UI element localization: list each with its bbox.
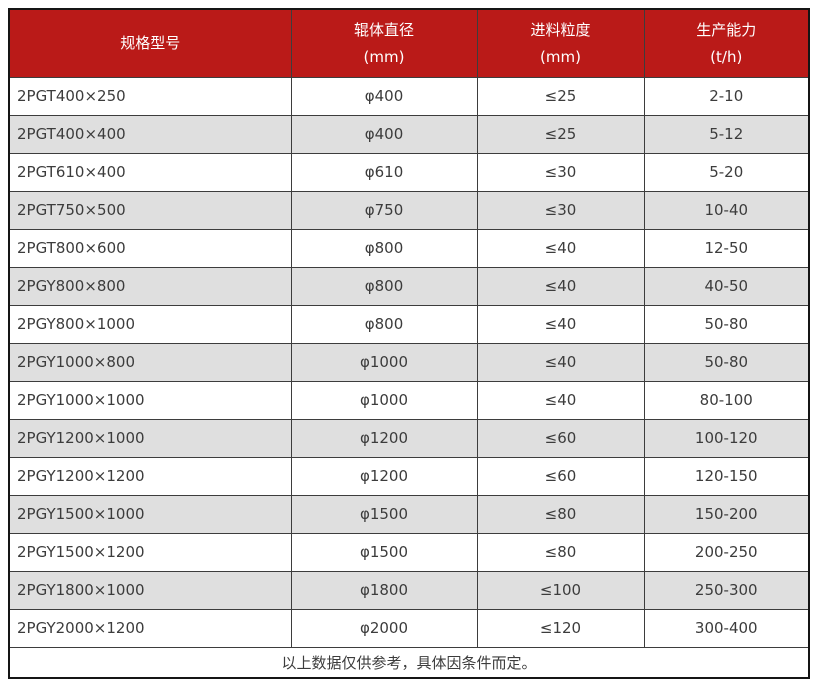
- capacity-cell: 40-50: [643, 266, 810, 306]
- table-row: 2PGY1200×1000 φ1200 ≤60 100-120: [8, 418, 810, 458]
- table-row: 2PGY1000×800 φ1000 ≤40 50-80: [8, 342, 810, 382]
- roller-diameter-cell: φ1500: [290, 532, 478, 572]
- roller-diameter-cell: φ2000: [290, 608, 478, 648]
- header-unit-capacity: (t/h): [710, 47, 743, 66]
- capacity-cell: 12-50: [643, 228, 810, 268]
- model-cell: 2PGT750×500: [8, 190, 292, 230]
- header-cell-model: 规格型号: [8, 8, 292, 78]
- roller-diameter-cell: φ610: [290, 152, 478, 192]
- table-row: 2PGY1200×1200 φ1200 ≤60 120-150: [8, 456, 810, 496]
- table-row: 2PGT400×250 φ400 ≤25 2-10: [8, 76, 810, 116]
- model-cell: 2PGY800×1000: [8, 304, 292, 344]
- feed-size-cell: ≤60: [476, 418, 645, 458]
- header-label-roller-diameter: 辊体直径: [353, 20, 414, 39]
- footnote-text: 以上数据仅供参考，具体因条件而定。: [8, 646, 810, 679]
- roller-diameter-cell: φ1200: [290, 418, 478, 458]
- roller-diameter-cell: φ400: [290, 114, 478, 154]
- capacity-cell: 100-120: [643, 418, 810, 458]
- model-cell: 2PGT400×250: [8, 76, 292, 116]
- capacity-cell: 80-100: [643, 380, 810, 420]
- table-row: 2PGT800×600 φ800 ≤40 12-50: [8, 228, 810, 268]
- model-cell: 2PGY800×800: [8, 266, 292, 306]
- footnote-row: 以上数据仅供参考，具体因条件而定。: [8, 646, 810, 679]
- table-header: 规格型号 辊体直径 (mm) 进料粒度 (mm): [8, 8, 810, 78]
- capacity-cell: 10-40: [643, 190, 810, 230]
- table-row: 2PGY1500×1200 φ1500 ≤80 200-250: [8, 532, 810, 572]
- table-footer: 以上数据仅供参考，具体因条件而定。: [8, 646, 810, 679]
- model-cell: 2PGY1200×1200: [8, 456, 292, 496]
- capacity-cell: 2-10: [643, 76, 810, 116]
- header-row: 规格型号 辊体直径 (mm) 进料粒度 (mm): [8, 8, 810, 78]
- feed-size-cell: ≤30: [476, 190, 645, 230]
- table-row: 2PGT400×400 φ400 ≤25 5-12: [8, 114, 810, 154]
- feed-size-cell: ≤40: [476, 228, 645, 268]
- header-unit-feed-size: (mm): [540, 47, 581, 66]
- roller-diameter-cell: φ800: [290, 228, 478, 268]
- model-cell: 2PGY1000×1000: [8, 380, 292, 420]
- table-row: 2PGY1500×1000 φ1500 ≤80 150-200: [8, 494, 810, 534]
- table-row: 2PGY2000×1200 φ2000 ≤120 300-400: [8, 608, 810, 648]
- feed-size-cell: ≤60: [476, 456, 645, 496]
- model-cell: 2PGY1000×800: [8, 342, 292, 382]
- model-cell: 2PGT400×400: [8, 114, 292, 154]
- capacity-cell: 50-80: [643, 342, 810, 382]
- capacity-cell: 200-250: [643, 532, 810, 572]
- capacity-cell: 120-150: [643, 456, 810, 496]
- feed-size-cell: ≤100: [476, 570, 645, 610]
- header-cell-feed-size: 进料粒度 (mm): [476, 8, 645, 78]
- model-cell: 2PGY1500×1200: [8, 532, 292, 572]
- header-cell-capacity: 生产能力 (t/h): [643, 8, 810, 78]
- header-label-feed-size: 进料粒度: [530, 20, 591, 39]
- table-row: 2PGY1000×1000 φ1000 ≤40 80-100: [8, 380, 810, 420]
- table-row: 2PGY1800×1000 φ1800 ≤100 250-300: [8, 570, 810, 610]
- feed-size-cell: ≤40: [476, 342, 645, 382]
- feed-size-cell: ≤40: [476, 266, 645, 306]
- model-cell: 2PGY1500×1000: [8, 494, 292, 534]
- feed-size-cell: ≤120: [476, 608, 645, 648]
- capacity-cell: 300-400: [643, 608, 810, 648]
- capacity-cell: 50-80: [643, 304, 810, 344]
- model-cell: 2PGY1200×1000: [8, 418, 292, 458]
- table-row: 2PGY800×800 φ800 ≤40 40-50: [8, 266, 810, 306]
- header-label-capacity: 生产能力: [696, 20, 757, 39]
- header-unit-roller-diameter: (mm): [363, 47, 405, 66]
- feed-size-cell: ≤30: [476, 152, 645, 192]
- model-cell: 2PGT610×400: [8, 152, 292, 192]
- feed-size-cell: ≤25: [476, 76, 645, 116]
- feed-size-cell: ≤40: [476, 380, 645, 420]
- capacity-cell: 250-300: [643, 570, 810, 610]
- feed-size-cell: ≤80: [476, 532, 645, 572]
- model-cell: 2PGT800×600: [8, 228, 292, 268]
- roller-diameter-cell: φ800: [290, 266, 478, 306]
- feed-size-cell: ≤25: [476, 114, 645, 154]
- header-label-model: 规格型号: [120, 34, 181, 53]
- roller-diameter-cell: φ800: [290, 304, 478, 344]
- capacity-cell: 5-20: [643, 152, 810, 192]
- roller-diameter-cell: φ400: [290, 76, 478, 116]
- roller-diameter-cell: φ1200: [290, 456, 478, 496]
- roller-diameter-cell: φ1000: [290, 380, 478, 420]
- table-body: 2PGT400×250 φ400 ≤25 2-10 2PGT400×400 φ400 ≤25…: [8, 76, 810, 648]
- model-cell: 2PGY2000×1200: [8, 608, 292, 648]
- roller-diameter-cell: φ1500: [290, 494, 478, 534]
- table-row: 2PGT750×500 φ750 ≤30 10-40: [8, 190, 810, 230]
- feed-size-cell: ≤80: [476, 494, 645, 534]
- roller-diameter-cell: φ750: [290, 190, 478, 230]
- spec-table: 规格型号 辊体直径 (mm) 进料粒度 (mm): [8, 8, 810, 679]
- table-row: 2PGY800×1000 φ800 ≤40 50-80: [8, 304, 810, 344]
- roller-diameter-cell: φ1800: [290, 570, 478, 610]
- model-cell: 2PGY1800×1000: [8, 570, 292, 610]
- feed-size-cell: ≤40: [476, 304, 645, 344]
- capacity-cell: 5-12: [643, 114, 810, 154]
- capacity-cell: 150-200: [643, 494, 810, 534]
- roller-diameter-cell: φ1000: [290, 342, 478, 382]
- header-cell-roller-diameter: 辊体直径 (mm): [290, 8, 478, 78]
- table-row: 2PGT610×400 φ610 ≤30 5-20: [8, 152, 810, 192]
